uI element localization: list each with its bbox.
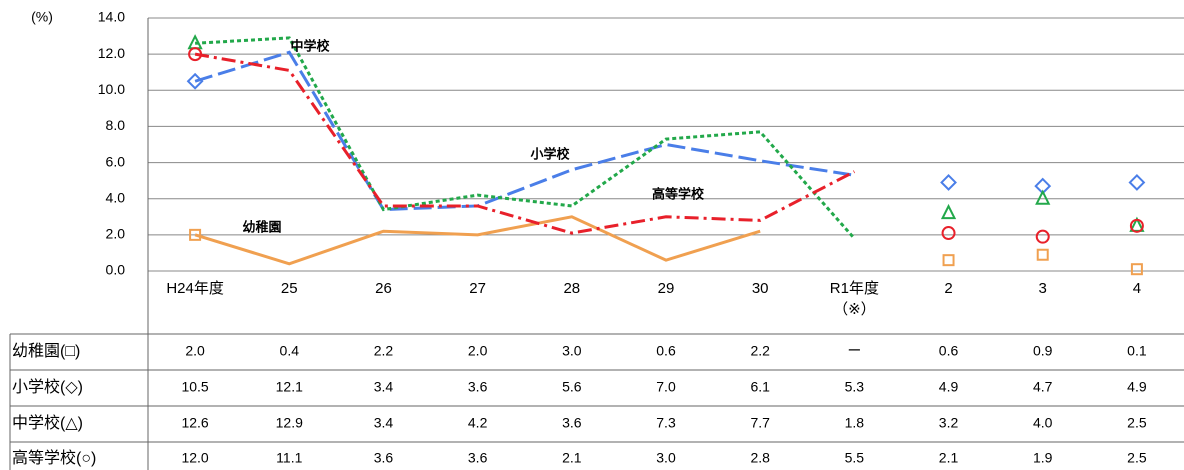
marker — [1129, 216, 1145, 232]
marker — [189, 228, 202, 241]
marker — [1035, 189, 1051, 205]
table-cell: 12.1 — [276, 379, 303, 395]
table-cell: 7.3 — [656, 415, 676, 431]
series-label: 幼稚園 — [242, 219, 281, 234]
x-tick-label: 29 — [657, 280, 675, 297]
table-cell: 2.5 — [1127, 415, 1147, 431]
y-tick-label: 8.0 — [106, 117, 126, 133]
series-label: 中学校 — [290, 38, 330, 53]
x-tick-label: H24年度 — [166, 280, 224, 297]
y-tick-label: 12.0 — [98, 45, 125, 61]
table-cell: ー — [847, 343, 861, 359]
y-axis-unit: (%) — [31, 9, 53, 25]
marker — [1130, 263, 1143, 276]
marker — [942, 254, 955, 267]
x-tick-label: 4 — [1132, 280, 1142, 297]
table-cell: 3.4 — [374, 415, 394, 431]
table-cell: 4.0 — [1033, 415, 1053, 431]
table-cell: 2.1 — [939, 450, 959, 466]
series-label: 小学校 — [530, 146, 570, 161]
table-cell: 2.1 — [562, 450, 582, 466]
table-cell: 0.4 — [280, 343, 300, 359]
marker — [1129, 218, 1144, 233]
series-line — [195, 36, 856, 240]
table-cell: 3.6 — [468, 379, 488, 395]
marker — [186, 72, 204, 90]
table-cell: 5.6 — [562, 379, 582, 395]
table-cell: 12.0 — [181, 450, 208, 466]
table-row-label: 中学校(△) — [12, 414, 83, 432]
table-cell: 4.2 — [468, 415, 488, 431]
table-cell: 7.0 — [656, 379, 676, 395]
table-cell: 10.5 — [181, 379, 208, 395]
table-cell: 2.2 — [750, 343, 770, 359]
table-cell: 0.9 — [1033, 343, 1053, 359]
y-tick-label: 2.0 — [106, 226, 126, 242]
y-tick-label: 0.0 — [106, 262, 126, 278]
table-cell: 3.6 — [468, 450, 488, 466]
marker — [940, 203, 957, 220]
table-cell: 0.1 — [1127, 343, 1147, 359]
marker — [941, 226, 956, 241]
x-tick-label: R1年度 （※） — [829, 280, 879, 318]
table-cell: 3.4 — [374, 379, 394, 395]
table-row-label: 幼稚園(□) — [12, 342, 80, 360]
table-cell: 12.6 — [181, 415, 208, 431]
table-cell: 3.6 — [374, 450, 394, 466]
marker — [1035, 229, 1050, 244]
series-line — [194, 215, 761, 266]
series-label: 高等学校 — [652, 186, 705, 201]
table-cell: 0.6 — [939, 343, 959, 359]
marker — [1128, 174, 1146, 191]
marker — [1036, 248, 1049, 261]
table-cell: 2.0 — [468, 343, 488, 359]
table-cell: 3.0 — [656, 450, 676, 466]
table-cell: 4.9 — [939, 379, 959, 395]
table-cell: 1.9 — [1033, 450, 1053, 466]
y-tick-label: 10.0 — [98, 81, 125, 97]
y-tick-label: 4.0 — [106, 189, 126, 205]
series-line — [194, 50, 855, 212]
x-tick-label: 27 — [469, 280, 486, 297]
x-tick-label: 30 — [751, 280, 769, 297]
table-cell: 7.7 — [750, 415, 770, 431]
x-tick-label: 25 — [280, 280, 298, 297]
table-cell: 2.8 — [750, 450, 770, 466]
table-cell: 2.0 — [185, 343, 205, 359]
table-cell: 5.3 — [845, 379, 865, 395]
x-tick-label: 26 — [375, 280, 392, 297]
table-cell: 4.7 — [1033, 379, 1053, 395]
table-row-label: 小学校(◇) — [12, 378, 83, 396]
x-tick-label: 3 — [1038, 280, 1047, 297]
x-tick-label: 28 — [563, 280, 581, 297]
table-cell: 3.0 — [562, 343, 582, 359]
table-cell: 2.2 — [374, 343, 394, 359]
table-cell: 12.9 — [276, 415, 303, 431]
table-cell: 3.6 — [562, 415, 582, 431]
table-cell: 6.1 — [750, 379, 770, 395]
y-tick-label: 14.0 — [98, 9, 125, 25]
x-tick-label: 2 — [944, 280, 953, 297]
table-cell: 5.5 — [845, 450, 865, 466]
marker — [188, 47, 203, 62]
table-cell: 4.9 — [1127, 379, 1147, 395]
series-line — [194, 52, 856, 235]
table-cell: 11.1 — [276, 450, 302, 466]
table-cell: 2.5 — [1127, 450, 1147, 466]
table-row-label: 高等学校(○) — [12, 449, 96, 467]
table-cell: 3.2 — [939, 415, 959, 431]
table-cell: 0.6 — [656, 343, 676, 359]
marker — [940, 174, 957, 191]
table-cell: 1.8 — [845, 415, 865, 431]
y-tick-label: 6.0 — [106, 153, 126, 169]
